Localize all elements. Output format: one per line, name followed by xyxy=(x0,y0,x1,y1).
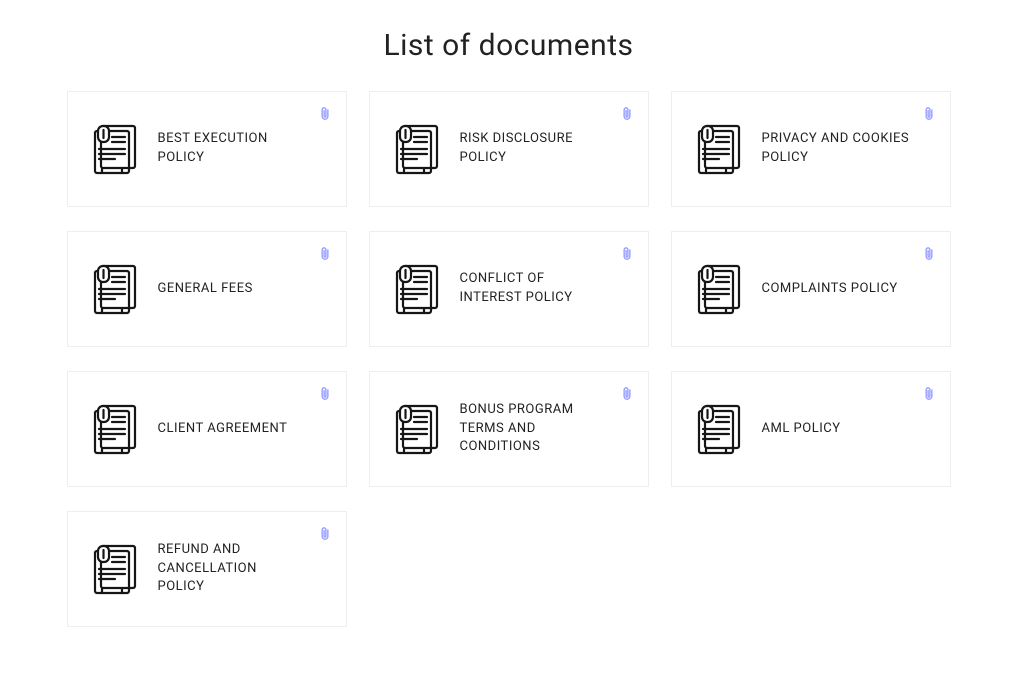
paperclip-icon xyxy=(922,386,936,402)
page-title: List of documents xyxy=(0,0,1017,91)
document-label: CONFLICT OF INTEREST POLICY xyxy=(460,270,610,308)
paperclip-icon xyxy=(318,386,332,402)
document-card[interactable]: BEST EXECUTION POLICY xyxy=(67,91,347,207)
document-card[interactable]: AML POLICY xyxy=(671,371,951,487)
document-icon xyxy=(694,261,746,317)
document-icon xyxy=(90,541,142,597)
document-card[interactable]: RISK DISCLOSURE POLICY xyxy=(369,91,649,207)
document-icon xyxy=(392,401,444,457)
document-card[interactable]: GENERAL FEES xyxy=(67,231,347,347)
paperclip-icon xyxy=(620,386,634,402)
document-label: AML POLICY xyxy=(762,420,841,439)
document-label: COMPLAINTS POLICY xyxy=(762,280,898,299)
document-label: RISK DISCLOSURE POLICY xyxy=(460,130,610,168)
document-card[interactable]: BONUS PROGRAM TERMS AND CONDITIONS xyxy=(369,371,649,487)
document-icon xyxy=(392,261,444,317)
paperclip-icon xyxy=(922,106,936,122)
document-card[interactable]: REFUND AND CANCELLATION POLICY xyxy=(67,511,347,627)
document-icon xyxy=(694,401,746,457)
document-card[interactable]: COMPLAINTS POLICY xyxy=(671,231,951,347)
document-card[interactable]: CONFLICT OF INTEREST POLICY xyxy=(369,231,649,347)
document-label: REFUND AND CANCELLATION POLICY xyxy=(158,541,308,598)
paperclip-icon xyxy=(620,246,634,262)
document-icon xyxy=(90,121,142,177)
paperclip-icon xyxy=(318,526,332,542)
paperclip-icon xyxy=(922,246,936,262)
document-label: BEST EXECUTION POLICY xyxy=(158,130,308,168)
document-card[interactable]: PRIVACY AND COOKIES POLICY xyxy=(671,91,951,207)
documents-grid: BEST EXECUTION POLICY RISK DISCLOSURE PO… xyxy=(0,91,1017,657)
paperclip-icon xyxy=(318,106,332,122)
document-icon xyxy=(90,401,142,457)
document-label: GENERAL FEES xyxy=(158,280,253,299)
document-card[interactable]: CLIENT AGREEMENT xyxy=(67,371,347,487)
document-icon xyxy=(90,261,142,317)
paperclip-icon xyxy=(318,246,332,262)
document-icon xyxy=(694,121,746,177)
document-icon xyxy=(392,121,444,177)
document-label: PRIVACY AND COOKIES POLICY xyxy=(762,130,912,168)
paperclip-icon xyxy=(620,106,634,122)
document-label: CLIENT AGREEMENT xyxy=(158,420,288,439)
document-label: BONUS PROGRAM TERMS AND CONDITIONS xyxy=(460,401,610,458)
